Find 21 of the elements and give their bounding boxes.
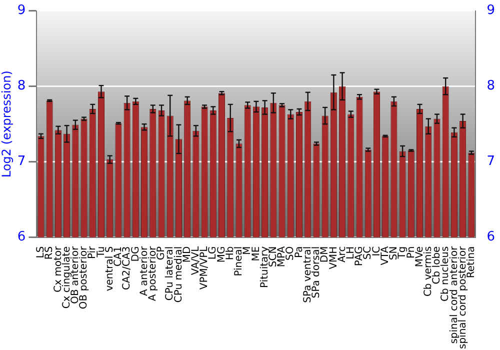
x-tick-label: Retina bbox=[466, 246, 478, 278]
x-tick-label: Pa bbox=[294, 246, 305, 258]
x-tick-label: Pituitary bbox=[259, 246, 270, 288]
x-tick-label: DG bbox=[130, 246, 142, 262]
y2-tick-label: 9 bbox=[486, 3, 496, 18]
y2-tick-label: 7 bbox=[486, 154, 496, 170]
y-tick-label: 8 bbox=[17, 78, 26, 94]
x-tick-label: RS bbox=[44, 246, 56, 260]
y-axis-title: Log2 (expression) bbox=[0, 70, 14, 178]
y2-tick-label: 8 bbox=[486, 78, 496, 94]
x-tick-label: A posterior bbox=[147, 245, 158, 302]
y-tick-label: 7 bbox=[17, 154, 26, 170]
x-tick-label: ME bbox=[250, 246, 262, 262]
y-tick-label: 6 bbox=[17, 230, 26, 245]
x-tick-label: OB posterior bbox=[78, 245, 90, 310]
x-tick-label: Hb bbox=[224, 246, 236, 260]
x-tick-label: Tg bbox=[397, 246, 408, 260]
y2-tick-label: 6 bbox=[486, 230, 496, 245]
y-tick-label: 9 bbox=[17, 3, 26, 18]
x-tick-label: spinal cord posterior bbox=[457, 245, 468, 350]
x-tick-label: MVe bbox=[414, 246, 426, 268]
